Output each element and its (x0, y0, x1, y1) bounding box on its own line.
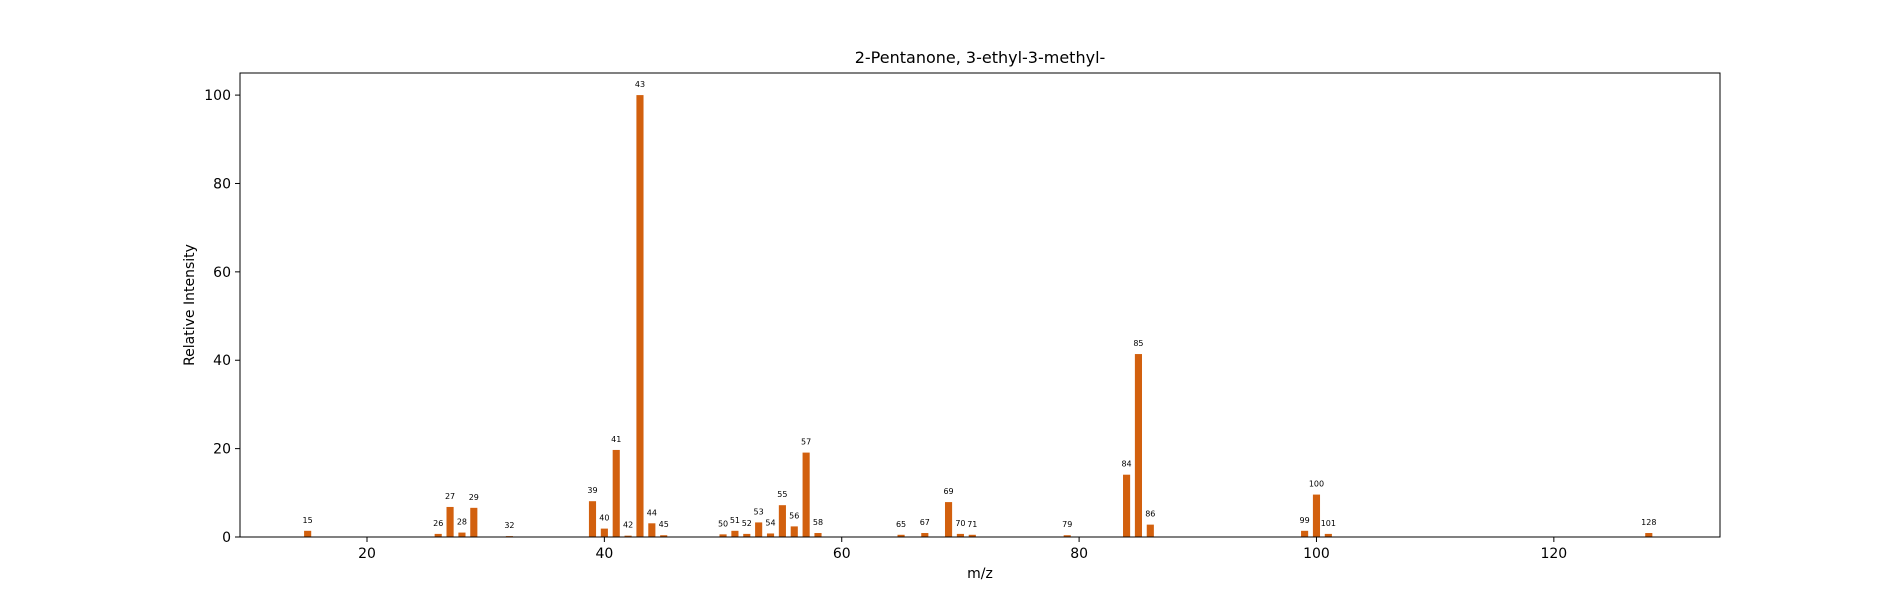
bar-label: 42 (623, 521, 633, 530)
bar (802, 452, 810, 537)
bars-group (304, 95, 1653, 537)
y-tick-label: 20 (213, 442, 231, 458)
x-tick-label: 100 (1303, 546, 1330, 562)
bar-label: 57 (801, 438, 811, 447)
bar (458, 532, 466, 537)
bar-label: 58 (813, 518, 823, 527)
bar-label: 32 (504, 521, 514, 530)
bar-label: 26 (433, 519, 443, 528)
bar-label: 67 (920, 518, 930, 527)
bar-label: 27 (445, 492, 455, 501)
bar (1063, 535, 1071, 537)
bar-label: 70 (955, 519, 965, 528)
x-tick-label: 80 (1070, 546, 1088, 562)
bar-label: 55 (777, 490, 787, 499)
bar-label: 101 (1321, 519, 1336, 528)
bar-label: 56 (789, 511, 799, 520)
bar-label: 84 (1121, 460, 1131, 469)
x-tick-label: 120 (1540, 546, 1567, 562)
bar-label: 100 (1309, 480, 1324, 489)
bar-label: 43 (635, 80, 645, 89)
bar (766, 533, 775, 537)
y-tick-label: 0 (222, 530, 231, 546)
x-axis-label: m/z (967, 566, 993, 582)
bar (1312, 494, 1321, 537)
bar-label: 29 (469, 493, 479, 502)
bar-label: 53 (754, 507, 764, 516)
bar (944, 502, 953, 537)
bar (600, 528, 608, 537)
bar (719, 534, 727, 537)
bar (814, 533, 822, 537)
bar (1301, 530, 1309, 537)
bar (778, 505, 786, 537)
bar-label: 79 (1062, 520, 1072, 529)
bar (446, 506, 454, 537)
bar-label: 39 (587, 486, 597, 495)
bar (304, 530, 312, 537)
x-tick-label: 20 (358, 546, 376, 562)
chart-title: 2-Pentanone, 3-ethyl-3-methyl- (855, 48, 1106, 67)
y-axis-label: Relative Intensity (182, 244, 198, 366)
y-tick-label: 40 (213, 353, 231, 369)
bar (660, 535, 668, 537)
x-tick-label: 60 (833, 546, 851, 562)
bar (743, 533, 751, 537)
y-tick-label: 80 (213, 176, 231, 192)
bar (636, 95, 644, 537)
bar (624, 535, 632, 537)
bar (612, 449, 620, 537)
bar (968, 534, 976, 537)
bar (921, 533, 929, 537)
bar (755, 522, 763, 537)
bar-label: 51 (730, 516, 740, 525)
bar-label: 44 (647, 508, 657, 517)
bar-label: 128 (1641, 518, 1656, 527)
bar-label: 41 (611, 435, 621, 444)
y-tick-label: 100 (204, 88, 231, 104)
bar (1645, 533, 1653, 537)
bar-label: 54 (765, 518, 775, 527)
bar (790, 526, 798, 537)
plot-frame (239, 72, 1721, 538)
bar (1324, 533, 1332, 537)
bar (956, 533, 964, 537)
bar-label: 50 (718, 519, 728, 528)
bar-label: 86 (1145, 510, 1155, 519)
bar (588, 501, 597, 537)
bar-label: 71 (967, 520, 977, 529)
bar-label: 45 (659, 520, 669, 529)
y-tick-label: 60 (213, 265, 231, 281)
bar (897, 534, 905, 537)
bar (1146, 524, 1154, 537)
bar-label: 85 (1133, 339, 1143, 348)
bar (648, 523, 656, 537)
axis-ticks: 20 40 60 80 100 120 0 20 40 60 80 100 (204, 88, 1567, 562)
bar (434, 533, 442, 537)
bar-label: 15 (303, 516, 313, 525)
bar (1123, 474, 1131, 537)
x-tick-label: 40 (595, 546, 613, 562)
bar-label: 28 (457, 518, 467, 527)
bar-label: 40 (599, 514, 609, 523)
bar-label: 65 (896, 520, 906, 529)
bar-label: 99 (1300, 516, 1310, 525)
bar (470, 507, 478, 537)
bar-label: 52 (742, 519, 752, 528)
bar-label: 69 (943, 487, 953, 496)
bar (1134, 354, 1143, 537)
bar (731, 530, 739, 537)
